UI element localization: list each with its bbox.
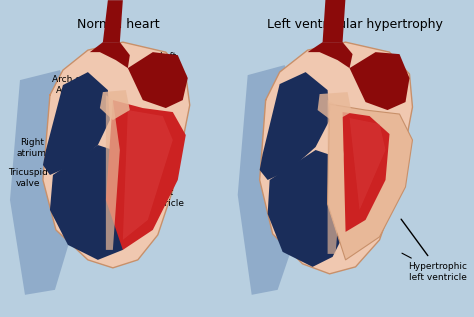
Polygon shape bbox=[260, 72, 329, 180]
Polygon shape bbox=[260, 42, 412, 274]
Polygon shape bbox=[50, 145, 143, 260]
Polygon shape bbox=[123, 110, 173, 240]
Polygon shape bbox=[328, 104, 412, 260]
Polygon shape bbox=[268, 150, 357, 267]
Polygon shape bbox=[10, 70, 75, 295]
Polygon shape bbox=[308, 42, 353, 68]
Text: Right
atrium: Right atrium bbox=[17, 138, 59, 158]
Text: Mitral
valve: Mitral valve bbox=[130, 130, 161, 155]
Polygon shape bbox=[128, 52, 188, 108]
Text: Left
ventricle: Left ventricle bbox=[138, 188, 185, 208]
Text: Right
ventricle: Right ventricle bbox=[75, 230, 115, 249]
Text: Left ventricular hypertrophy: Left ventricular hypertrophy bbox=[266, 18, 443, 31]
Polygon shape bbox=[106, 95, 120, 250]
Polygon shape bbox=[237, 65, 300, 295]
Polygon shape bbox=[349, 52, 410, 110]
Polygon shape bbox=[90, 42, 130, 68]
Polygon shape bbox=[349, 118, 385, 210]
Polygon shape bbox=[328, 100, 344, 254]
Polygon shape bbox=[323, 0, 346, 42]
Polygon shape bbox=[106, 100, 186, 250]
Polygon shape bbox=[100, 90, 130, 120]
Text: Normal heart: Normal heart bbox=[76, 18, 159, 31]
Polygon shape bbox=[318, 92, 352, 122]
Text: Tricuspid
valve: Tricuspid valve bbox=[8, 168, 62, 188]
Text: Left
atrium: Left atrium bbox=[149, 52, 183, 90]
Text: Hypertrophic
left ventricle: Hypertrophic left ventricle bbox=[402, 253, 467, 281]
Text: Arch of
Aorta: Arch of Aorta bbox=[52, 75, 100, 107]
Polygon shape bbox=[43, 42, 190, 268]
Text: Coronary
artery: Coronary artery bbox=[342, 138, 402, 161]
Text: Aortic
valve: Aortic valve bbox=[49, 150, 95, 170]
Polygon shape bbox=[343, 112, 390, 232]
Polygon shape bbox=[103, 0, 123, 42]
Polygon shape bbox=[43, 72, 110, 175]
